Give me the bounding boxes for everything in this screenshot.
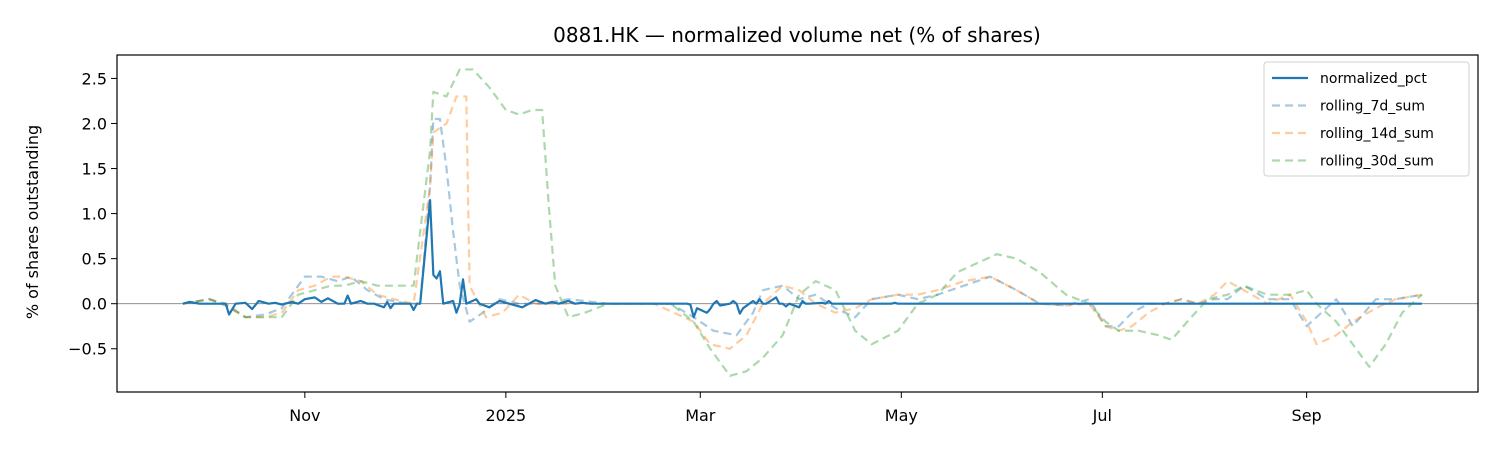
series-line-rolling_30d_sum (182, 68, 1423, 377)
y-tick-label: 0.0 (82, 295, 107, 314)
x-axis: Nov 2025 Mar May Jul Sep (289, 392, 1322, 425)
series-line-rolling_7d_sum (182, 117, 1423, 337)
series-line-normalized_pct (182, 198, 1422, 319)
x-tick-label: Mar (685, 406, 716, 425)
x-tick-label: Jul (1092, 406, 1112, 425)
y-tick-label: 0.5 (82, 250, 107, 269)
x-tick-label: May (885, 406, 918, 425)
legend-label-rolling_30d_sum: rolling_30d_sum (1320, 154, 1434, 170)
legend-label-rolling_7d_sum: rolling_7d_sum (1320, 99, 1425, 115)
y-tick-label: 2.0 (82, 114, 107, 133)
y-axis: 2.5 2.0 1.5 1.0 0.5 0.0 −0.5 (68, 69, 117, 359)
x-tick-label: 2025 (485, 406, 526, 425)
legend-label-rolling_14d_sum: rolling_14d_sum (1320, 126, 1434, 142)
legend-label-normalized_pct: normalized_pct (1320, 71, 1427, 87)
legend-box (1263, 61, 1470, 177)
x-tick-label: Nov (289, 406, 320, 425)
chart-title: 0881.HK — normalized volume net (% of sh… (553, 23, 1041, 47)
y-tick-label: 2.5 (82, 69, 107, 88)
x-tick-label: Sep (1292, 406, 1322, 425)
y-tick-label: 1.0 (82, 205, 107, 224)
y-axis-label: % of shares outstanding (23, 125, 42, 319)
legend: normalized_pct rolling_7d_sum rolling_14d_… (1263, 61, 1470, 177)
plot-frame (116, 54, 1479, 393)
y-tick-label: −0.5 (68, 340, 107, 359)
y-tick-label: 1.5 (82, 160, 107, 179)
series-line-rolling_14d_sum (182, 95, 1423, 350)
plot-series (182, 68, 1423, 377)
